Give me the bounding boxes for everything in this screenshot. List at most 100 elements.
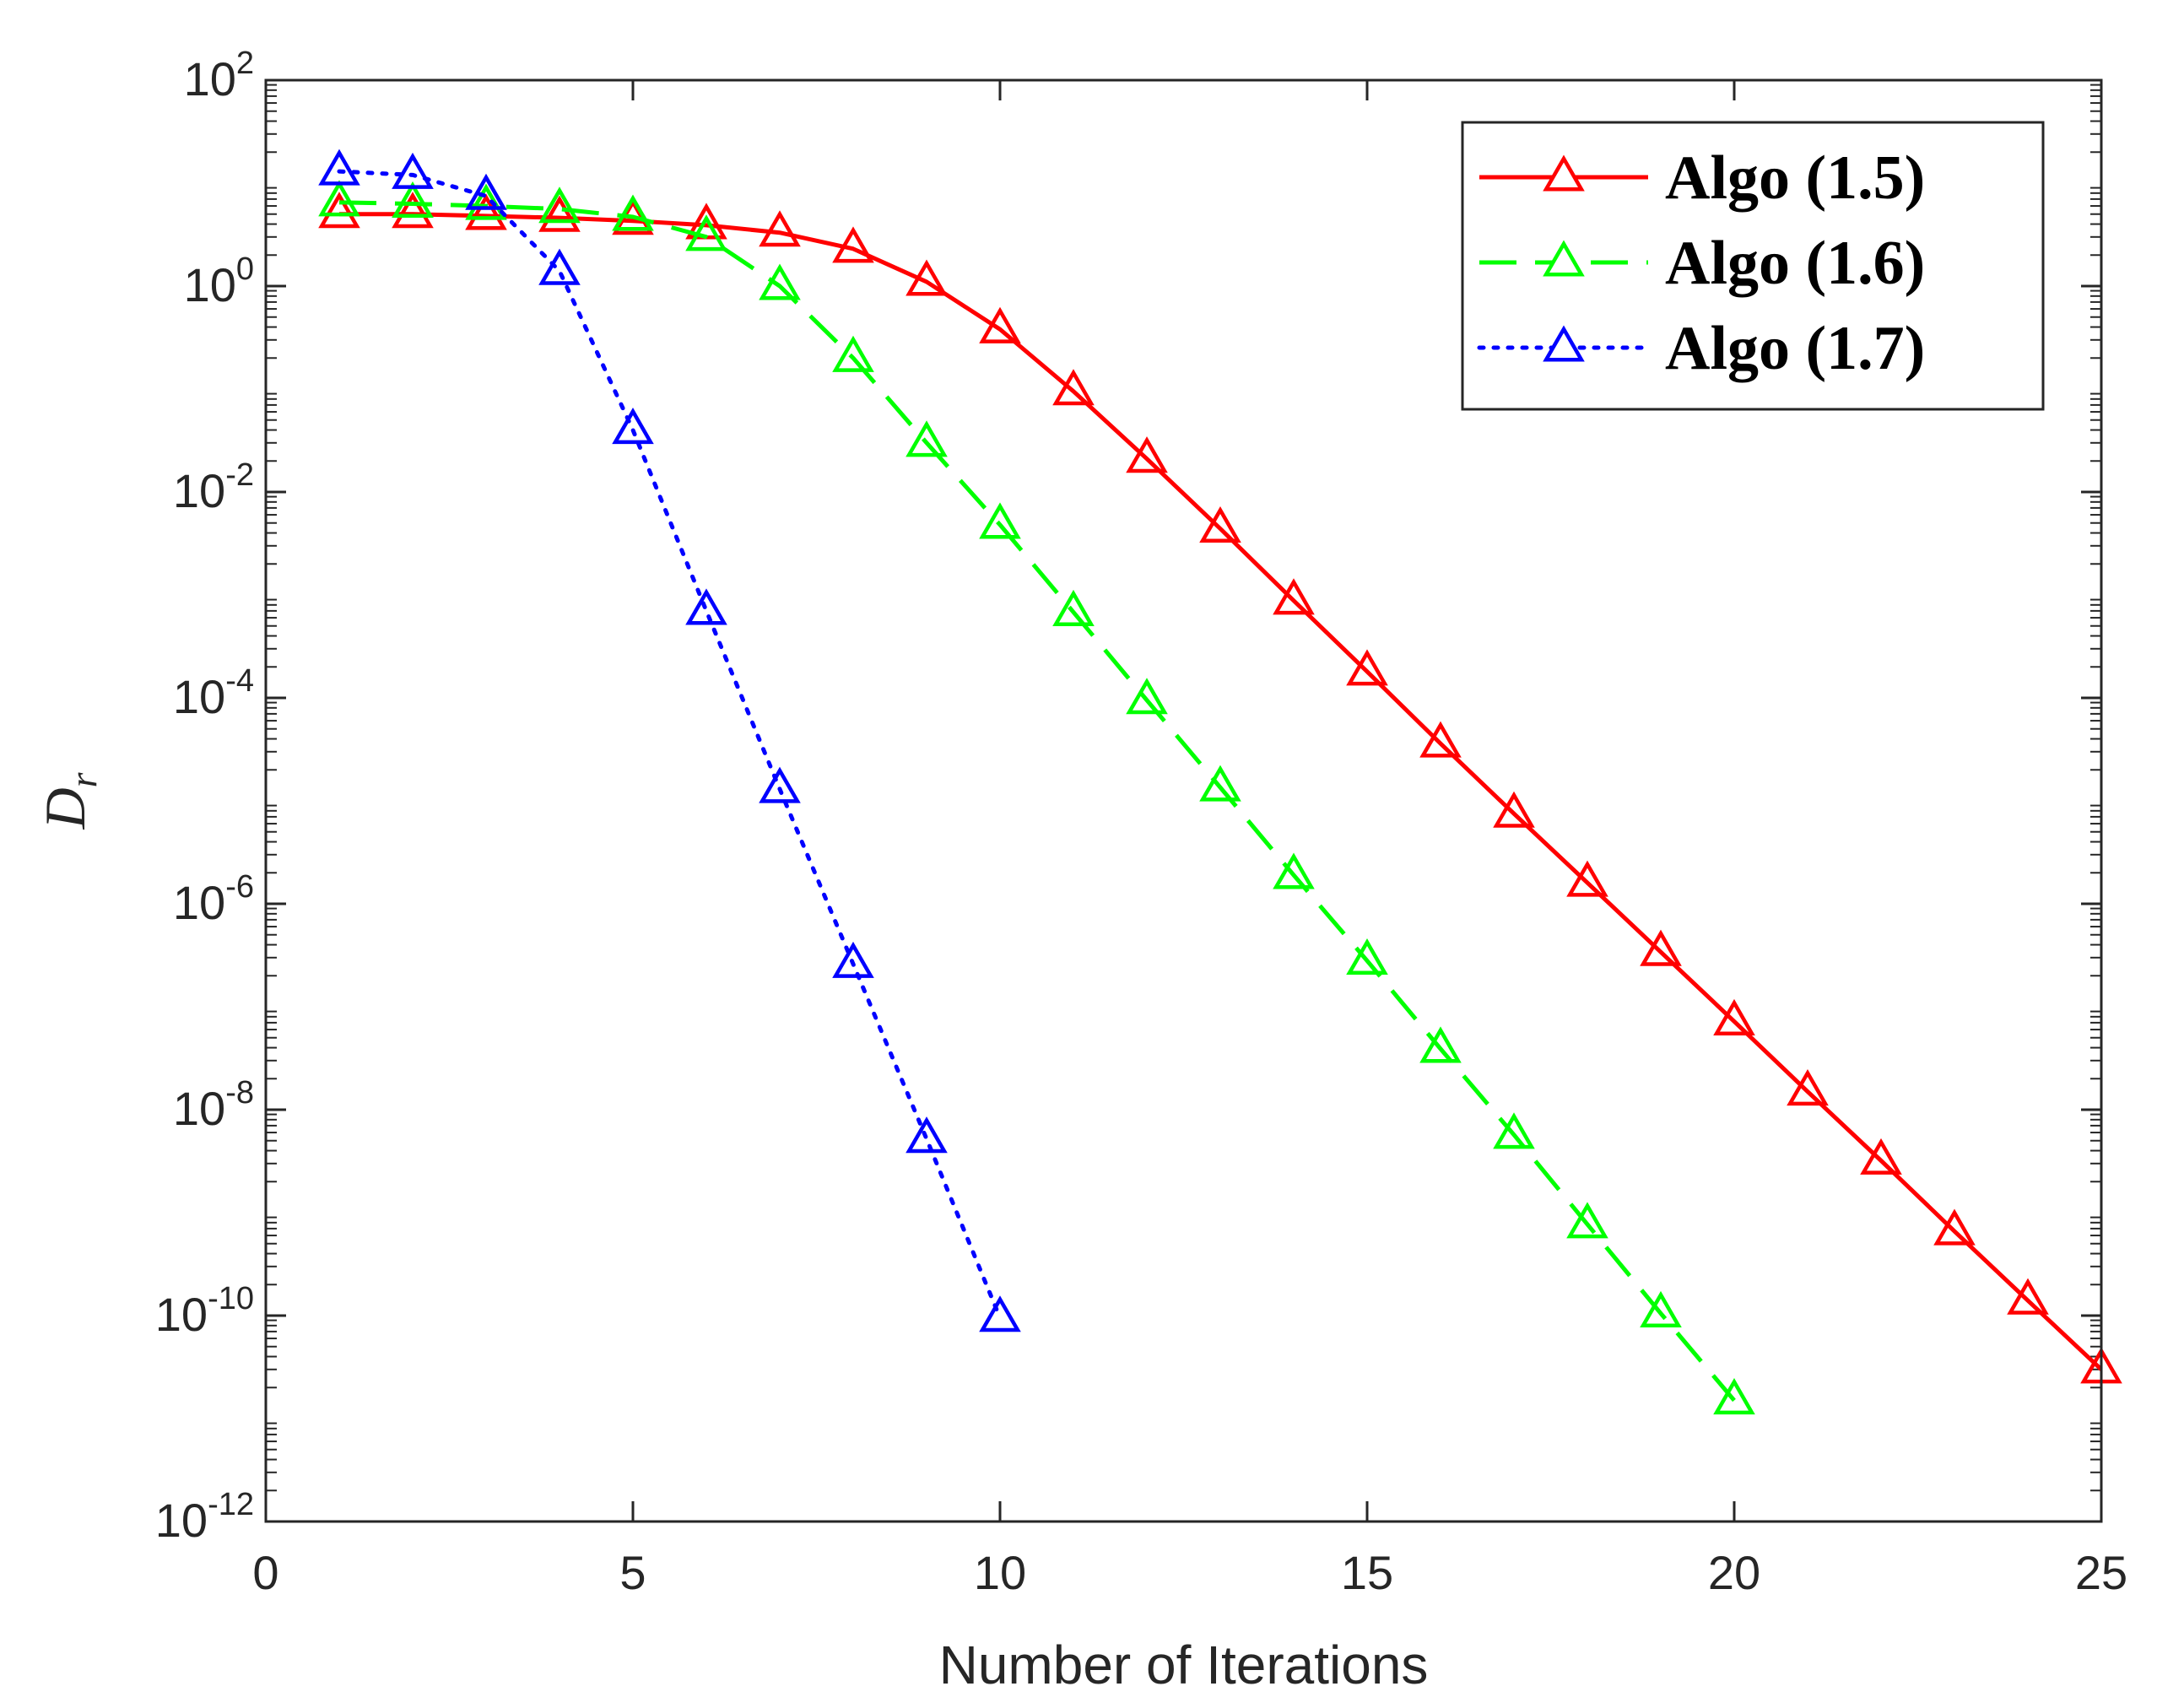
x-tick-label: 25	[2075, 1546, 2127, 1599]
series-line	[339, 212, 2103, 1371]
legend-marker	[1543, 325, 1585, 362]
data-point	[979, 1295, 1021, 1332]
y-tick-label-base: 10	[173, 876, 225, 929]
series-3	[318, 149, 1021, 1332]
data-point	[318, 180, 360, 217]
y-tick-label-base: 10	[184, 52, 236, 105]
x-axis-label: Number of Iterations	[939, 1635, 1429, 1695]
data-point	[1273, 852, 1315, 889]
data-point	[979, 306, 1021, 343]
legend-entry: Algo (1.5)	[1479, 143, 1925, 213]
y-tick-label-base: 10	[173, 1082, 225, 1135]
legend-label: Algo (1.5)	[1665, 143, 1925, 213]
data-point	[1419, 721, 1462, 758]
minor-ticks	[266, 84, 2101, 1492]
data-point	[1419, 1026, 1462, 1063]
y-tick-label-base: 10	[155, 1494, 208, 1547]
data-point	[1126, 436, 1168, 473]
axes-box	[264, 78, 2103, 1523]
y-tick-label-exponent: -12	[208, 1487, 254, 1522]
data-point	[612, 408, 654, 445]
y-tick-label-base: 10	[155, 1288, 208, 1341]
y-axis-label: Dr	[33, 771, 105, 830]
x-tick-label: 5	[619, 1546, 646, 1599]
legend: Algo (1.5) Algo (1.6) Algo (1.7)	[1461, 121, 2045, 411]
x-tick-label: 15	[1341, 1546, 1393, 1599]
data-point	[1346, 649, 1388, 686]
legend-entry: Algo (1.7)	[1477, 314, 1925, 383]
data-point	[759, 263, 801, 300]
y-axis-label-subscript: r	[62, 771, 105, 787]
data-point	[1199, 505, 1241, 543]
legend-label: Algo (1.7)	[1665, 314, 1925, 383]
data-point	[1126, 678, 1168, 715]
data-point	[538, 248, 581, 285]
data-point	[612, 194, 654, 231]
y-tick-label: 10-8	[173, 1075, 254, 1135]
y-tick-label: 10-6	[173, 869, 254, 929]
y-tick-label-exponent: 2	[236, 46, 254, 81]
data-point	[318, 192, 360, 229]
data-point	[1052, 589, 1095, 626]
y-axis-label-base: D	[33, 787, 97, 830]
data-point	[906, 1116, 948, 1154]
data-point	[1640, 1290, 1682, 1327]
data-point	[1273, 578, 1315, 615]
y-tick-label-exponent: -2	[225, 457, 254, 493]
data-point	[1346, 938, 1388, 975]
data-point	[832, 226, 874, 263]
data-point	[832, 941, 874, 978]
data-point	[1199, 765, 1241, 802]
y-tick-label: 10-4	[173, 663, 254, 723]
data-point	[906, 420, 948, 457]
data-point	[759, 766, 801, 803]
x-tick-label: 10	[974, 1546, 1026, 1599]
series-layer	[318, 149, 2122, 1415]
data-point	[1566, 1202, 1608, 1239]
y-tick-label-exponent: 0	[236, 251, 254, 287]
data-point	[538, 186, 581, 224]
y-tick-label: 10-10	[155, 1281, 254, 1341]
y-tick-label-base: 10	[173, 464, 225, 517]
data-point	[1493, 791, 1535, 828]
data-point	[2007, 1278, 2049, 1315]
y-tick-label-exponent: -8	[225, 1075, 254, 1111]
data-point	[465, 173, 507, 210]
data-point	[1640, 929, 1682, 966]
data-point	[318, 149, 360, 186]
legend-label: Algo (1.6)	[1665, 229, 1925, 298]
data-point	[392, 181, 434, 219]
y-tick-label: 100	[184, 251, 254, 311]
data-point	[1933, 1208, 1976, 1246]
y-tick-label: 102	[184, 46, 254, 105]
x-tick-label: 20	[1708, 1546, 1760, 1599]
legend-marker	[1543, 154, 1585, 192]
data-point	[1052, 369, 1095, 406]
data-point	[832, 335, 874, 372]
data-point	[538, 195, 581, 232]
y-tick-label-base: 10	[184, 258, 236, 311]
data-point	[1713, 1378, 1755, 1415]
legend-marker	[1543, 240, 1585, 277]
series-1	[318, 192, 2122, 1384]
data-point	[685, 588, 727, 625]
x-tick-label: 0	[252, 1546, 278, 1599]
data-point	[1787, 1069, 1829, 1106]
data-point	[392, 152, 434, 189]
y-tick-label: 10-2	[173, 457, 254, 517]
series-2	[318, 180, 1755, 1415]
data-point	[1860, 1138, 1902, 1175]
legend-entry: Algo (1.6)	[1479, 229, 1925, 298]
tick-labels: 0 5 10 15 20 2510-1210-1010-810-610-410-21001…	[155, 46, 2127, 1599]
data-point	[685, 214, 727, 251]
y-tick-label-exponent: -4	[225, 663, 254, 699]
data-point	[759, 210, 801, 247]
data-point	[979, 502, 1021, 539]
y-tick-label-base: 10	[173, 670, 225, 723]
data-point	[465, 193, 507, 230]
y-tick-label-exponent: -10	[208, 1281, 254, 1316]
data-point	[1566, 860, 1608, 897]
y-tick-label-exponent: -6	[225, 869, 254, 905]
y-tick-label: 10-12	[155, 1487, 254, 1547]
